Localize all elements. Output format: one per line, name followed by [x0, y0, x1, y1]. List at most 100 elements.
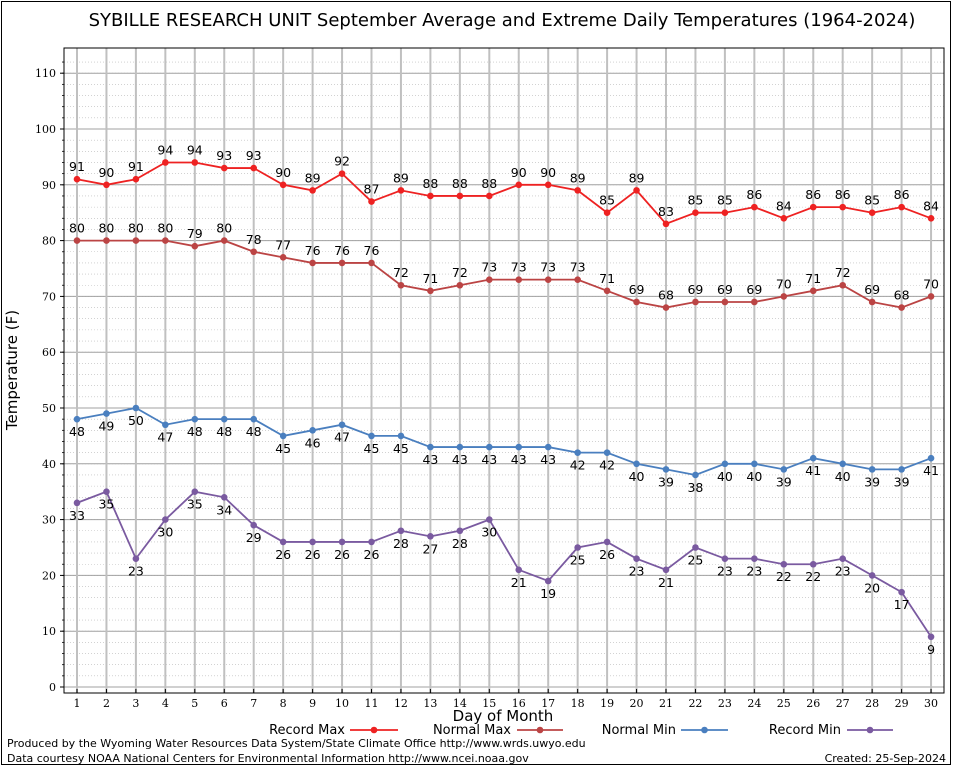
series-normal-min: 48 49 50 47 48 48 48 45 46 47 45 45 43 43 43 43 43 42 42 40…: [69, 404, 939, 495]
data-point: [73, 415, 81, 423]
data-label: 40: [629, 469, 645, 484]
x-tick-label: 6: [221, 697, 228, 710]
data-point: [309, 187, 316, 194]
data-point: [662, 566, 670, 574]
data-point: [839, 460, 846, 468]
data-label: 76: [334, 243, 350, 258]
data-point: [191, 488, 199, 496]
data-point: [73, 175, 81, 183]
data-point: [456, 443, 464, 451]
data-label: 94: [157, 142, 173, 157]
data-label: 23: [835, 564, 851, 579]
data-point: [927, 214, 935, 222]
legend: Record Max Normal Max Normal Min Record Min: [269, 723, 893, 738]
data-label: 35: [187, 497, 203, 512]
data-label: 45: [393, 441, 409, 456]
y-tick-label: 20: [42, 569, 56, 582]
data-point: [132, 555, 140, 562]
data-label: 72: [452, 265, 468, 280]
data-label: 89: [393, 170, 409, 185]
data-label: 25: [687, 553, 703, 568]
data-point: [397, 281, 405, 289]
data-point: [780, 466, 788, 473]
data-label: 86: [746, 187, 762, 202]
data-label: 76: [305, 243, 321, 258]
data-label: 91: [128, 159, 144, 174]
data-label: 26: [599, 547, 615, 562]
data-point: [574, 187, 581, 194]
data-point: [809, 454, 817, 462]
data-point: [603, 449, 611, 456]
data-label: 88: [452, 176, 468, 191]
data-label: 30: [157, 525, 173, 540]
data-point: [662, 466, 670, 473]
data-label: 40: [835, 469, 851, 484]
x-tick-label: 27: [836, 697, 850, 710]
y-tick-label: 70: [42, 290, 56, 303]
y-axis-label: Temperature (F): [3, 310, 21, 431]
data-point: [103, 488, 110, 496]
data-point: [220, 493, 228, 501]
x-tick-label: 12: [394, 697, 408, 710]
data-label: 73: [570, 260, 586, 275]
data-point: [486, 192, 493, 200]
data-label: 86: [805, 187, 821, 202]
data-label: 22: [805, 569, 821, 584]
x-tick-label: 15: [482, 697, 496, 710]
data-point: [809, 560, 817, 568]
data-label: 46: [305, 435, 321, 450]
data-point: [456, 281, 464, 289]
data-point: [486, 516, 493, 523]
data-point: [839, 203, 846, 211]
data-label: 71: [422, 271, 438, 286]
x-tick-label: 8: [280, 697, 287, 710]
x-tick-label: 14: [453, 697, 467, 710]
data-label: 35: [98, 497, 114, 512]
data-label: 86: [835, 187, 851, 202]
legend-label: Record Max: [269, 723, 345, 738]
data-label: 26: [364, 547, 380, 562]
y-tick-label: 40: [42, 458, 56, 471]
chart-title: SYBILLE RESEARCH UNIT September Average …: [89, 10, 916, 31]
data-point: [162, 421, 169, 429]
data-label: 84: [776, 198, 792, 213]
data-point: [603, 287, 611, 295]
data-label: 39: [894, 474, 910, 489]
x-tick-label: 20: [630, 697, 644, 710]
data-point: [73, 237, 81, 244]
legend-marker: [370, 726, 378, 734]
data-point: [397, 432, 405, 440]
footer-producer: Produced by the Wyoming Water Resources …: [7, 737, 586, 750]
grid: [64, 48, 944, 693]
data-label: 91: [69, 159, 85, 174]
data-label: 71: [805, 271, 821, 286]
data-point: [868, 572, 876, 579]
data-point: [721, 209, 729, 216]
x-tick-label: 30: [924, 697, 938, 710]
data-label: 72: [835, 265, 851, 280]
data-point: [132, 237, 140, 244]
data-label: 93: [216, 148, 232, 163]
data-point: [868, 209, 876, 216]
data-label: 43: [481, 452, 497, 467]
x-tick-label: 17: [541, 697, 555, 710]
data-label: 70: [923, 276, 939, 291]
data-label: 45: [275, 441, 291, 456]
data-point: [338, 538, 346, 546]
data-point: [898, 203, 905, 211]
data-point: [162, 159, 169, 166]
series-line: [76, 407, 932, 476]
legend-marker: [866, 726, 874, 734]
data-point: [898, 588, 905, 596]
data-point: [515, 181, 523, 189]
data-label: 73: [481, 260, 497, 275]
data-point: [544, 181, 552, 189]
data-label: 69: [629, 282, 645, 297]
data-point: [692, 209, 699, 216]
data-point: [162, 237, 169, 244]
data-point: [309, 427, 316, 434]
data-label: 25: [570, 553, 586, 568]
x-tick-label: 11: [365, 697, 379, 710]
data-label: 69: [864, 282, 880, 297]
